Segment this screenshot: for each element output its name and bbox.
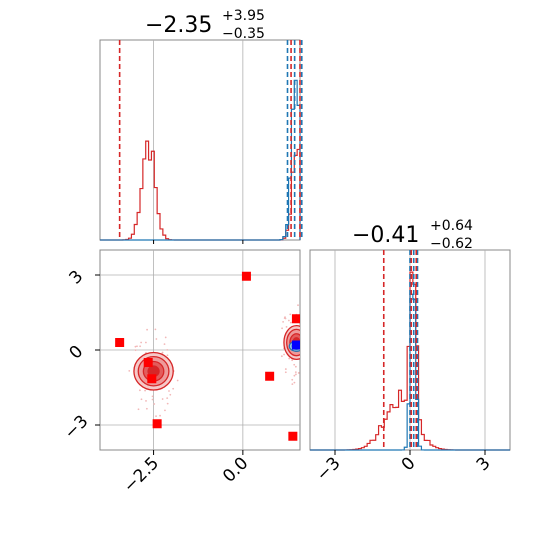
- sample-dot: [172, 387, 175, 390]
- sample-dot: [146, 328, 148, 331]
- red-square-point: [265, 371, 275, 381]
- sample-dot: [294, 371, 297, 373]
- sample-dot: [134, 345, 137, 348]
- sample-dot: [176, 379, 179, 382]
- sample-dot: [161, 351, 164, 354]
- sample-dot: [169, 393, 172, 396]
- sample-dot: [304, 306, 306, 308]
- sample-dot: [166, 397, 169, 400]
- sample-dot: [145, 400, 147, 402]
- sample-dot: [151, 395, 154, 398]
- red-square-point: [143, 358, 153, 367]
- sample-dot: [295, 373, 297, 376]
- sample-dot: [153, 403, 156, 405]
- sample-dot: [301, 315, 303, 317]
- red-square-point: [147, 374, 157, 384]
- sample-dot: [304, 347, 306, 349]
- sample-dot: [287, 319, 290, 322]
- hist-x-blue-series: [100, 79, 301, 241]
- x-tick-label: 3: [473, 453, 495, 475]
- sample-dot: [301, 338, 303, 340]
- sample-dot: [304, 325, 306, 327]
- sample-dot: [284, 316, 286, 319]
- sample-dot: [138, 389, 141, 392]
- sample-dot: [280, 355, 283, 358]
- sample-dot: [291, 383, 294, 386]
- sample-dot: [166, 349, 169, 351]
- red-square-point: [291, 314, 300, 324]
- blue-square-point: [291, 340, 300, 350]
- red-square-point: [288, 431, 298, 441]
- sample-dot: [164, 409, 166, 412]
- sample-dot: [154, 328, 157, 331]
- sample-dot: [301, 367, 303, 369]
- sample-dot: [297, 372, 300, 374]
- sample-dot: [284, 371, 287, 374]
- sample-dot: [305, 350, 307, 352]
- title-y-minus: −0.62: [430, 236, 473, 252]
- sample-dot: [145, 407, 148, 410]
- x-tick-label: −2.5: [120, 453, 163, 496]
- sample-dot: [288, 357, 291, 360]
- sample-dot: [164, 336, 167, 339]
- sample-dot: [128, 370, 131, 372]
- sample-dot: [139, 345, 142, 348]
- sample-dot: [163, 343, 166, 345]
- x-tick-label: 0.0: [219, 453, 252, 486]
- sample-dot: [159, 414, 161, 417]
- sample-dot: [289, 313, 292, 316]
- red-square-point: [115, 338, 125, 347]
- sample-dot: [293, 381, 296, 384]
- title-y-param: −0.41: [352, 223, 419, 248]
- title-x-minus: −0.35: [222, 26, 265, 42]
- sample-dot: [136, 345, 138, 348]
- y-tick-label: 3: [66, 267, 88, 289]
- sample-dot: [151, 398, 154, 401]
- sample-dot: [306, 360, 308, 362]
- title-x-plus: +3.95: [222, 8, 265, 24]
- sample-dot: [289, 321, 292, 324]
- x-tick-label: −3: [313, 453, 345, 485]
- sample-dot: [140, 341, 143, 344]
- sample-dot: [285, 325, 288, 328]
- sample-dot: [168, 390, 170, 392]
- sample-dot: [134, 349, 137, 352]
- red-square-point: [241, 271, 251, 281]
- title-x-param: −2.35: [145, 13, 212, 38]
- sample-dot: [140, 398, 143, 401]
- sample-dot: [166, 354, 169, 357]
- sample-dot: [166, 402, 169, 405]
- y-tick-label: −3: [61, 412, 93, 444]
- sample-dot: [293, 374, 296, 377]
- sample-dot: [137, 408, 140, 411]
- sample-dot: [307, 336, 309, 338]
- sample-dot: [291, 378, 294, 381]
- sample-dot: [283, 353, 285, 356]
- title-y-plus: +0.64: [430, 218, 473, 234]
- sample-dot: [297, 304, 299, 307]
- sample-dot: [282, 320, 284, 323]
- sample-dot: [294, 365, 297, 368]
- sample-dot: [284, 368, 287, 370]
- hist-x-panel: [99, 39, 301, 241]
- sample-dot: [144, 389, 146, 392]
- x-tick-label: 0: [398, 453, 420, 475]
- sample-dot: [145, 341, 147, 344]
- scatter-content: [115, 271, 309, 441]
- sample-dot: [155, 415, 157, 418]
- sample-dot: [293, 363, 296, 366]
- sample-dot: [291, 359, 294, 362]
- sample-dot: [281, 327, 283, 330]
- sample-dot: [155, 338, 158, 340]
- sample-dot: [303, 312, 305, 314]
- sample-dot: [306, 358, 308, 360]
- sample-dot: [161, 398, 164, 400]
- red-square-point: [152, 419, 162, 429]
- y-tick-label: 0: [66, 342, 88, 364]
